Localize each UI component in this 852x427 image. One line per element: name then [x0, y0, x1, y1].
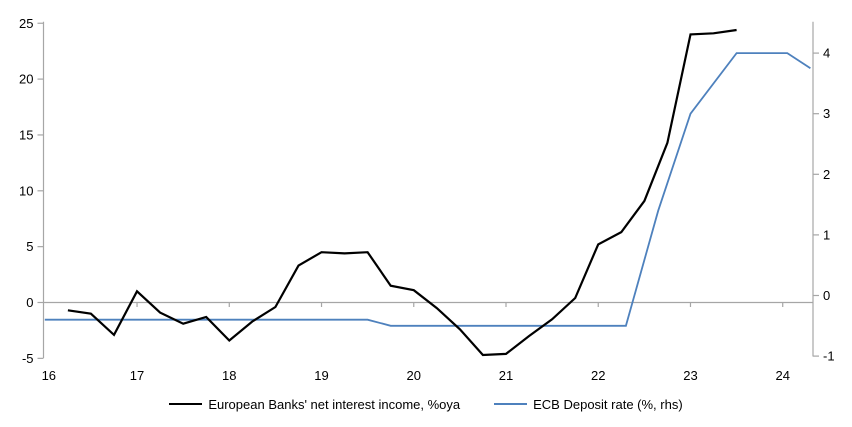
right-axis-tick-label: 1: [823, 227, 830, 242]
x-axis-tick-label: 19: [314, 368, 328, 383]
right-axis-tick-label: 4: [823, 46, 830, 61]
blue-line-swatch: [494, 403, 528, 405]
left-axis-tick-label: 15: [19, 127, 33, 142]
legend-label-net-interest-income: European Banks' net interest income, %oy…: [208, 396, 461, 412]
left-axis-tick-label: -5: [22, 351, 34, 366]
x-axis-tick-label: 20: [407, 368, 421, 383]
right-axis-tick-label: 0: [823, 288, 830, 303]
x-axis-tick-label: 22: [591, 368, 605, 383]
x-axis-tick-label: 18: [222, 368, 236, 383]
legend-item-net-interest-income: European Banks' net interest income, %oy…: [169, 397, 460, 412]
left-axis-tick-label: 0: [26, 295, 33, 310]
left-axis-tick-label: 10: [19, 183, 33, 198]
x-axis-tick-label: 24: [775, 368, 789, 383]
right-axis-tick-label: -1: [823, 349, 835, 364]
x-axis-tick-label: 23: [683, 368, 697, 383]
legend-item-ecb-deposit-rate: ECB Deposit rate (%, rhs): [494, 397, 683, 412]
series-line-net-interest-income: [67, 28, 737, 357]
black-line-swatch: [169, 402, 203, 406]
x-axis-tick-label: 21: [499, 368, 513, 383]
left-axis-tick-label: 20: [19, 72, 33, 87]
x-axis-tick-label: 17: [130, 368, 144, 383]
right-axis-tick-label: 2: [823, 167, 830, 182]
legend-label-ecb-deposit-rate: ECB Deposit rate (%, rhs): [533, 396, 683, 412]
left-axis-tick-label: 25: [19, 16, 33, 31]
right-axis-tick-label: 3: [823, 106, 830, 121]
series-line-ecb-deposit-rate: [44, 52, 811, 327]
chart-legend: European Banks' net interest income, %oy…: [0, 392, 852, 416]
left-axis-tick-label: 5: [26, 239, 33, 254]
x-axis-tick-label: 16: [42, 368, 56, 383]
